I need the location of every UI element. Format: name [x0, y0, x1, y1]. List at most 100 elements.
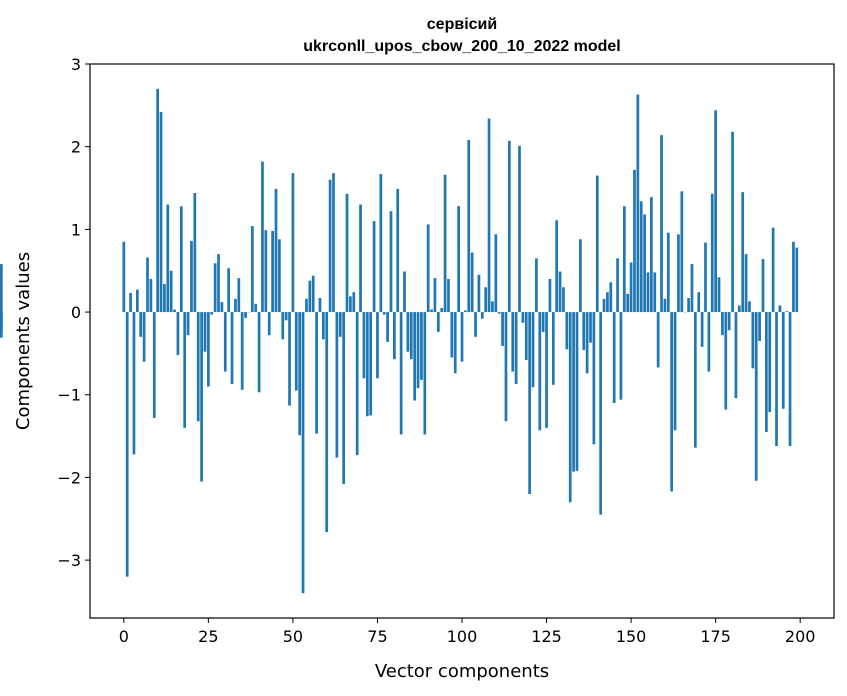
bar-75: [376, 312, 379, 379]
bar-3: [132, 312, 136, 455]
bar-55: [308, 280, 312, 313]
bar-47: [281, 312, 285, 340]
y-tick-label: −1: [57, 386, 81, 405]
bar-70: [359, 204, 362, 313]
bar-71: [362, 312, 366, 379]
bar-111: [497, 312, 501, 314]
bar-44: [271, 231, 274, 313]
bar-93: [436, 312, 440, 332]
bar-103: [470, 252, 474, 313]
bar-176: [717, 277, 721, 313]
bar-72: [365, 312, 369, 417]
bar-24: [203, 312, 207, 352]
bar-136: [582, 312, 586, 351]
bar-146: [616, 258, 619, 313]
bar-158: [656, 312, 660, 368]
bar-167: [687, 298, 690, 313]
bar-118: [521, 312, 525, 323]
bar-45: [274, 188, 278, 313]
bar-174: [710, 193, 714, 313]
bar-32: [230, 312, 234, 384]
bar-110: [494, 234, 498, 313]
bar-116: [514, 312, 518, 384]
x-axis-ticks: 0 25 50 75 100 125 150 175 200: [119, 618, 816, 646]
bar-144: [609, 282, 613, 313]
bar-78: [386, 312, 389, 342]
bar-141: [599, 312, 603, 515]
bar-150: [629, 262, 633, 313]
bar-123: [538, 312, 542, 431]
bar-17: [179, 206, 183, 313]
bar-92: [433, 278, 437, 313]
bar-69: [355, 312, 359, 456]
x-tick-label: 50: [283, 627, 303, 646]
bar-58: [318, 298, 322, 313]
bar-79: [389, 211, 393, 313]
bar-121: [531, 312, 535, 388]
bar-7: [146, 257, 149, 313]
bar-142: [602, 298, 606, 313]
x-tick-label: 175: [700, 627, 731, 646]
bar-107: [484, 287, 488, 313]
chart-title: сервісий: [427, 16, 497, 33]
bar-196: [785, 311, 789, 313]
bar-156: [650, 197, 653, 313]
bar-112: [501, 312, 504, 346]
bar-164: [677, 234, 680, 313]
bar-68: [352, 292, 356, 313]
bar-81: [396, 188, 400, 313]
bar-143: [606, 292, 609, 313]
bar-109: [491, 301, 494, 313]
bar-91: [430, 309, 433, 313]
bar-30: [223, 312, 227, 372]
bar-183: [741, 192, 745, 313]
bar-135: [579, 239, 582, 313]
bar-155: [646, 272, 650, 313]
bar-163: [673, 312, 677, 431]
bar-1: [125, 312, 129, 577]
bar-126: [548, 278, 552, 313]
bar-106: [480, 312, 484, 319]
bar-87: [416, 312, 420, 389]
bar-192: [771, 227, 775, 313]
bar-38: [250, 226, 254, 313]
bar-56: [311, 275, 315, 313]
bar-122: [535, 258, 538, 313]
x-tick-label: 0: [119, 627, 129, 646]
y-tick-label: 2: [71, 138, 81, 157]
bar-77: [382, 312, 386, 315]
bar-181: [734, 312, 738, 399]
bar-145: [612, 312, 616, 404]
x-tick-label: 150: [616, 627, 647, 646]
bar-76: [379, 173, 383, 313]
bar-115: [511, 312, 515, 372]
bar-189: [761, 259, 765, 313]
bar-199: [795, 247, 799, 313]
bar-36: [244, 312, 247, 318]
bar-147: [619, 312, 623, 400]
x-tick-label: 200: [785, 627, 816, 646]
bar-0: [122, 241, 126, 313]
bar-39: [254, 303, 258, 313]
x-tick-label: 125: [531, 627, 562, 646]
bar-132: [568, 312, 572, 503]
bar-186: [751, 312, 755, 369]
bar-128: [555, 220, 559, 313]
bar-134: [575, 312, 579, 471]
bar-84: [406, 312, 410, 352]
bar-25: [207, 312, 210, 387]
bar-191: [768, 312, 772, 413]
x-tick-label: 75: [367, 627, 387, 646]
bar-157: [653, 272, 657, 313]
bar-129: [558, 271, 562, 313]
bar-193: [775, 312, 778, 447]
bar-51: [294, 312, 298, 391]
chart-subtitle: ukrconll_upos_cbow_200_10_2022 model: [303, 38, 620, 55]
bar-22: [196, 312, 200, 422]
x-tick-label: 25: [198, 627, 218, 646]
bar-16: [176, 312, 180, 356]
bar-12: [163, 283, 166, 313]
bar-153: [639, 201, 643, 313]
bar-130: [562, 287, 565, 313]
bar-165: [680, 191, 684, 313]
